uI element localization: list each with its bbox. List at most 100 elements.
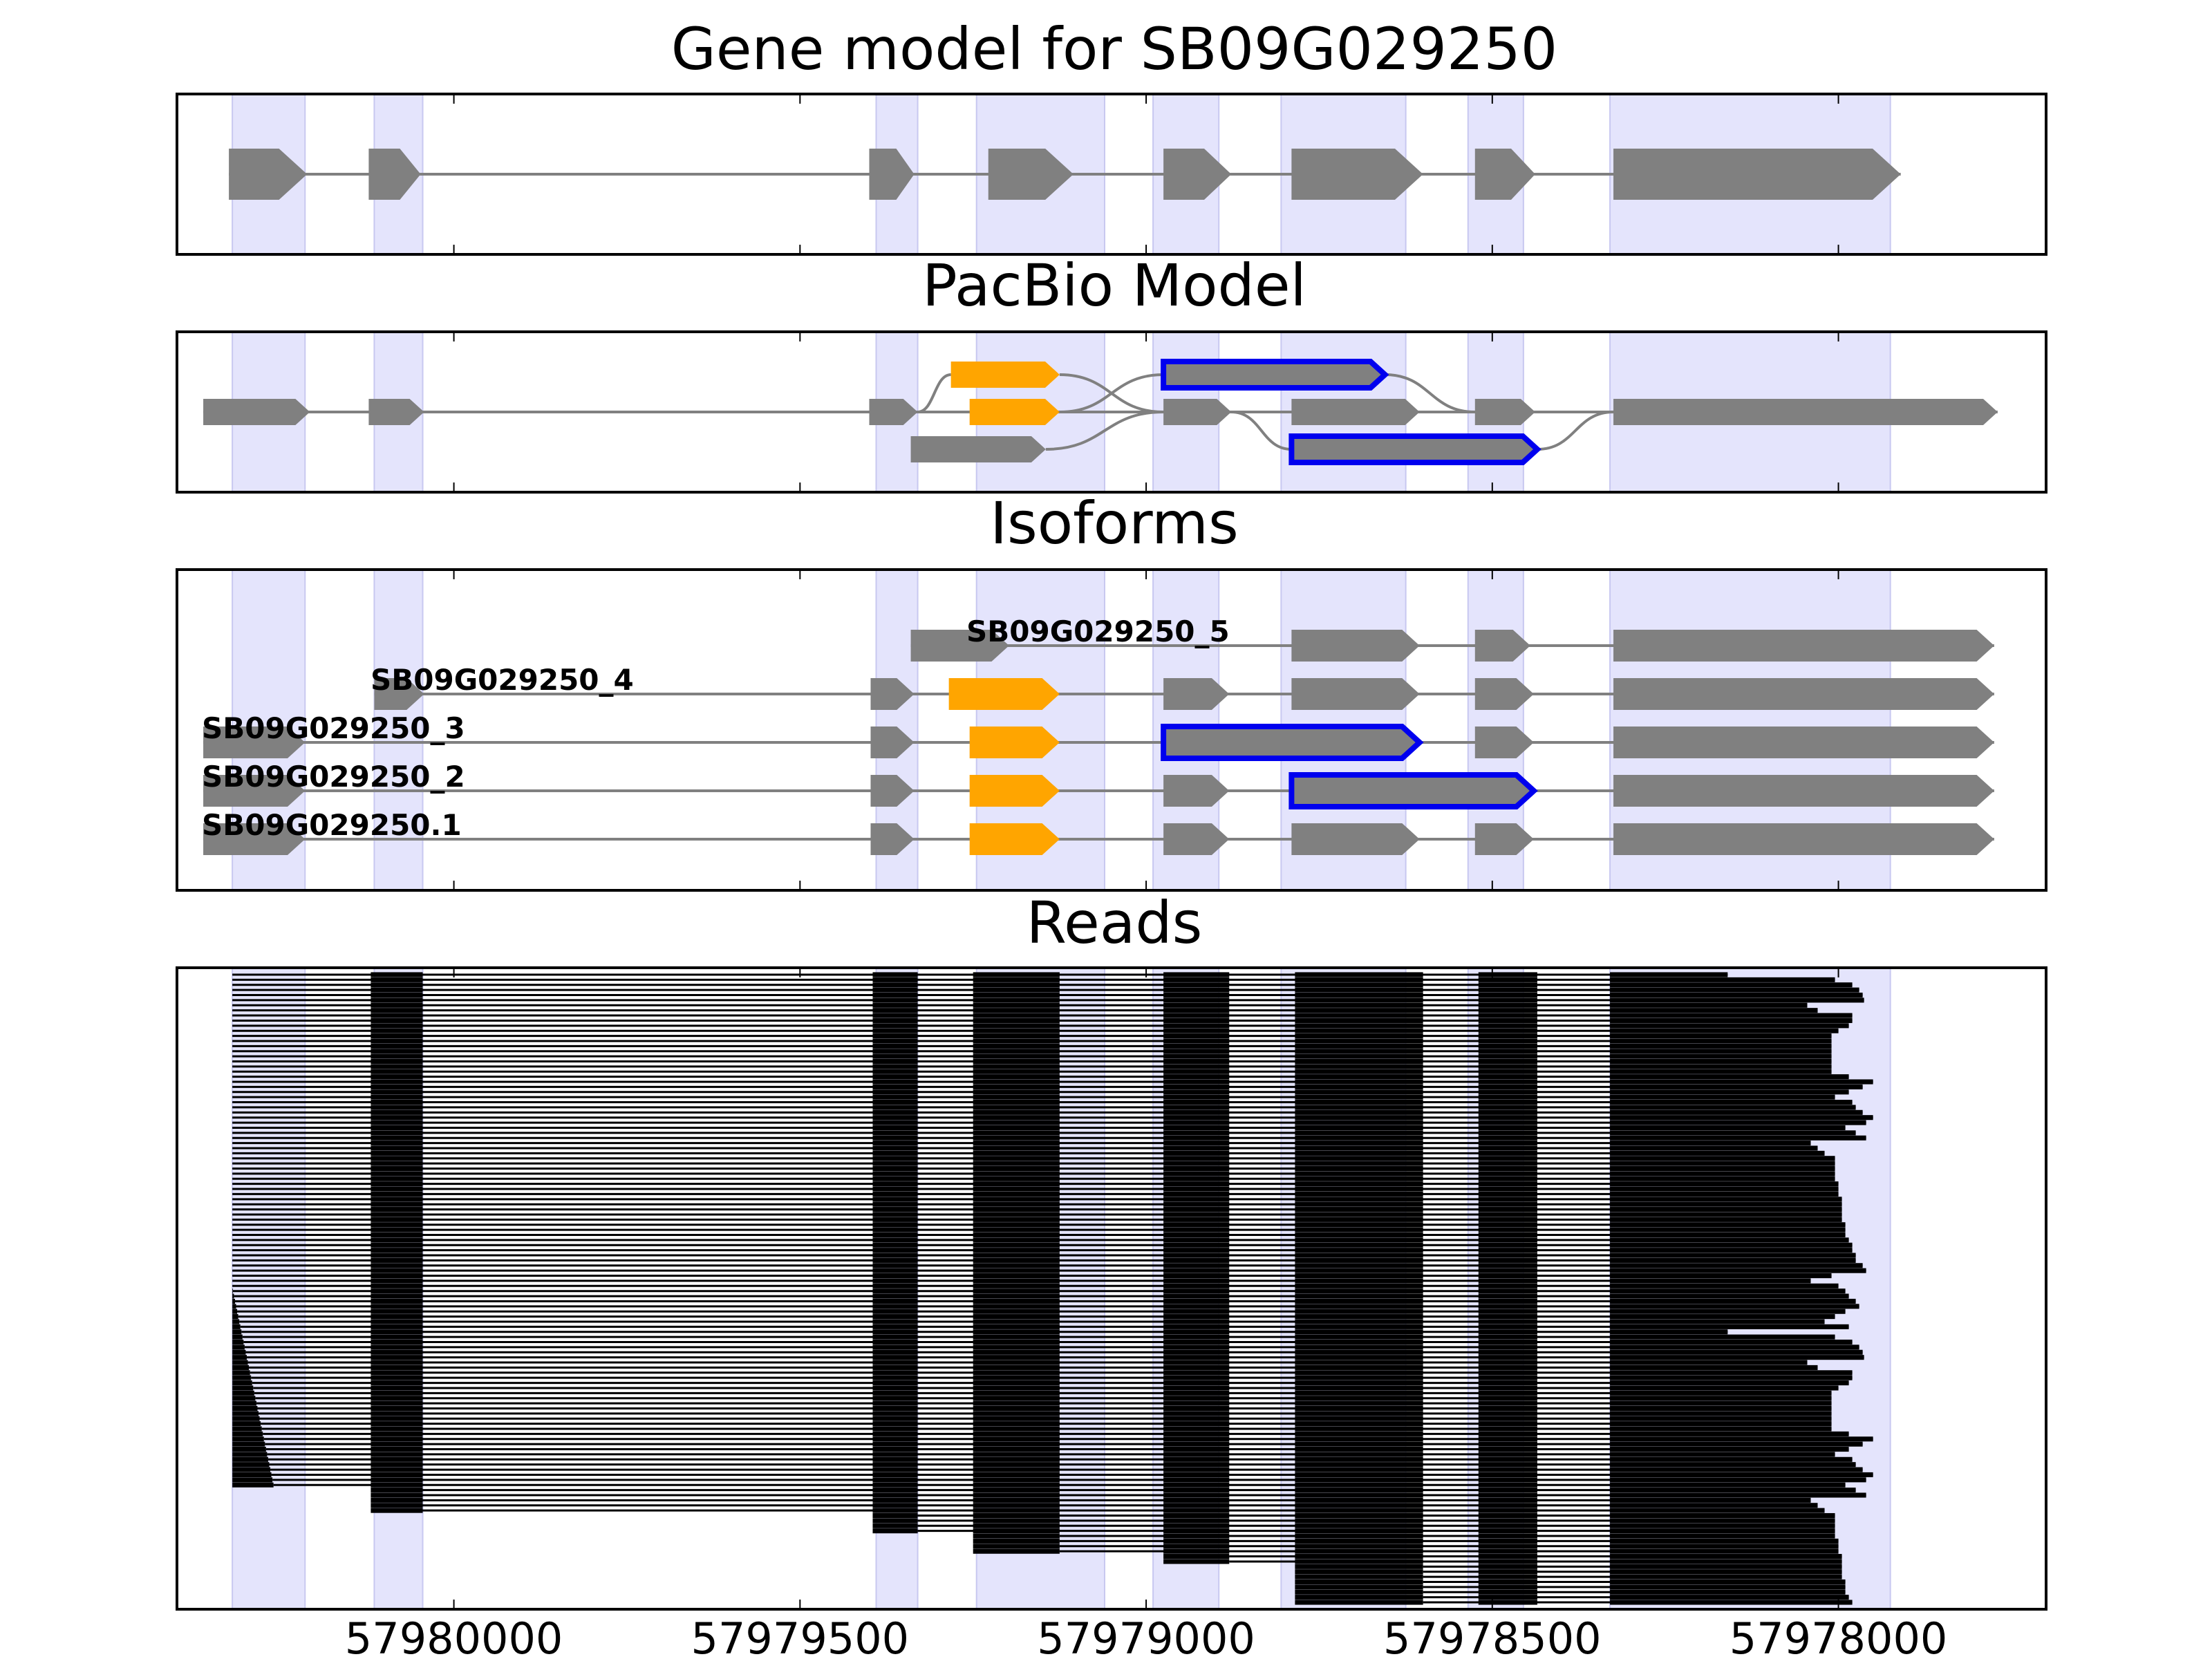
read-block bbox=[1478, 1268, 1537, 1273]
read-block bbox=[1295, 1171, 1423, 1177]
read-block bbox=[1163, 1253, 1230, 1258]
read-block bbox=[872, 1309, 918, 1314]
exon-shade-region bbox=[1152, 968, 1220, 1609]
read-block bbox=[872, 1248, 918, 1253]
read-block bbox=[1163, 1467, 1230, 1472]
read-block bbox=[1295, 1477, 1423, 1483]
read-block bbox=[1610, 1033, 1832, 1039]
read-block bbox=[1163, 1304, 1230, 1309]
read-block bbox=[1610, 1008, 1818, 1013]
read-block bbox=[1163, 1441, 1230, 1447]
read-block bbox=[1478, 1426, 1537, 1432]
read-block bbox=[1163, 1145, 1230, 1151]
read-block bbox=[1478, 1028, 1537, 1033]
read-row bbox=[232, 1421, 1832, 1427]
read-row bbox=[232, 1396, 1832, 1401]
read-block bbox=[1478, 1053, 1537, 1059]
read-block bbox=[973, 1257, 1060, 1263]
read-block bbox=[1610, 987, 1859, 993]
read-block bbox=[1295, 1293, 1423, 1299]
read-block bbox=[1163, 1324, 1230, 1329]
read-block bbox=[1610, 1334, 1835, 1340]
read-row bbox=[232, 1033, 1832, 1039]
read-block bbox=[872, 1257, 918, 1263]
read-block bbox=[1295, 1314, 1423, 1320]
read-block bbox=[1163, 1105, 1230, 1110]
read-block bbox=[973, 1334, 1060, 1340]
read-block bbox=[872, 1013, 918, 1018]
read-block bbox=[973, 1426, 1060, 1432]
read-block bbox=[1478, 1150, 1537, 1156]
read-block bbox=[1478, 1079, 1537, 1085]
read-block bbox=[1610, 1212, 1842, 1217]
read-row bbox=[371, 1492, 1866, 1498]
splice-junction-curve bbox=[1537, 411, 1614, 451]
read-block bbox=[973, 1544, 1060, 1549]
read-block bbox=[872, 1227, 918, 1232]
read-block bbox=[973, 1492, 1060, 1498]
read-block bbox=[1295, 1008, 1423, 1013]
read-block bbox=[1478, 1497, 1537, 1503]
exon-block bbox=[969, 775, 1060, 807]
read-block bbox=[973, 1033, 1060, 1039]
read-block bbox=[1295, 1405, 1423, 1412]
read-block bbox=[872, 1426, 918, 1432]
exon-block bbox=[869, 149, 915, 200]
read-block bbox=[1295, 1482, 1423, 1488]
read-block bbox=[1163, 1115, 1230, 1121]
read-block bbox=[1163, 1191, 1230, 1197]
read-block bbox=[1478, 1467, 1537, 1472]
read-block bbox=[232, 1400, 256, 1406]
read-block bbox=[1163, 1396, 1230, 1401]
read-block bbox=[1478, 1237, 1537, 1243]
read-block bbox=[973, 1436, 1060, 1442]
read-block bbox=[1478, 1385, 1537, 1391]
read-block bbox=[1610, 1150, 1825, 1156]
read-block bbox=[973, 1462, 1060, 1468]
read-block bbox=[1478, 1288, 1537, 1294]
exon-block bbox=[1291, 630, 1420, 662]
read-block bbox=[973, 1380, 1060, 1386]
read-row bbox=[232, 1109, 1863, 1115]
read-block bbox=[1478, 1554, 1537, 1559]
read-block bbox=[1610, 1589, 1846, 1595]
read-block bbox=[872, 1058, 918, 1065]
read-block bbox=[1163, 1053, 1230, 1059]
read-block bbox=[371, 1375, 423, 1380]
read-block bbox=[1610, 1492, 1866, 1498]
read-block bbox=[1163, 1370, 1230, 1376]
splice-junction-curve bbox=[1059, 373, 1164, 413]
read-block bbox=[1610, 1242, 1853, 1248]
read-row bbox=[232, 1186, 1839, 1192]
read-block bbox=[973, 1319, 1060, 1324]
read-block bbox=[1295, 1278, 1423, 1284]
read-block bbox=[872, 1002, 918, 1008]
read-block bbox=[232, 1452, 268, 1457]
read-block bbox=[1295, 1248, 1423, 1253]
read-block bbox=[371, 1115, 423, 1121]
reads-panel bbox=[176, 966, 2047, 1611]
read-block bbox=[1478, 1033, 1537, 1039]
exon-block bbox=[203, 823, 306, 855]
read-block bbox=[973, 1176, 1060, 1181]
x-tick-label: 57979000 bbox=[1037, 1613, 1255, 1659]
exon-block bbox=[1291, 149, 1423, 200]
read-row bbox=[232, 1405, 1832, 1412]
read-block bbox=[232, 1405, 258, 1412]
read-block bbox=[1295, 1145, 1423, 1151]
read-block bbox=[371, 1248, 423, 1253]
read-block bbox=[1163, 1344, 1230, 1350]
read-block bbox=[1163, 1094, 1230, 1100]
read-block bbox=[973, 1360, 1060, 1365]
read-block bbox=[1163, 1232, 1230, 1238]
read-block bbox=[1295, 1421, 1423, 1427]
read-block bbox=[973, 1288, 1060, 1294]
read-block bbox=[973, 1165, 1060, 1172]
read-block bbox=[1163, 1314, 1230, 1320]
read-row bbox=[232, 1273, 1832, 1279]
read-block bbox=[1610, 1013, 1853, 1018]
read-block bbox=[1295, 1074, 1423, 1080]
read-row bbox=[232, 1411, 1832, 1416]
read-block bbox=[973, 1100, 1060, 1105]
read-block bbox=[1478, 1191, 1537, 1197]
